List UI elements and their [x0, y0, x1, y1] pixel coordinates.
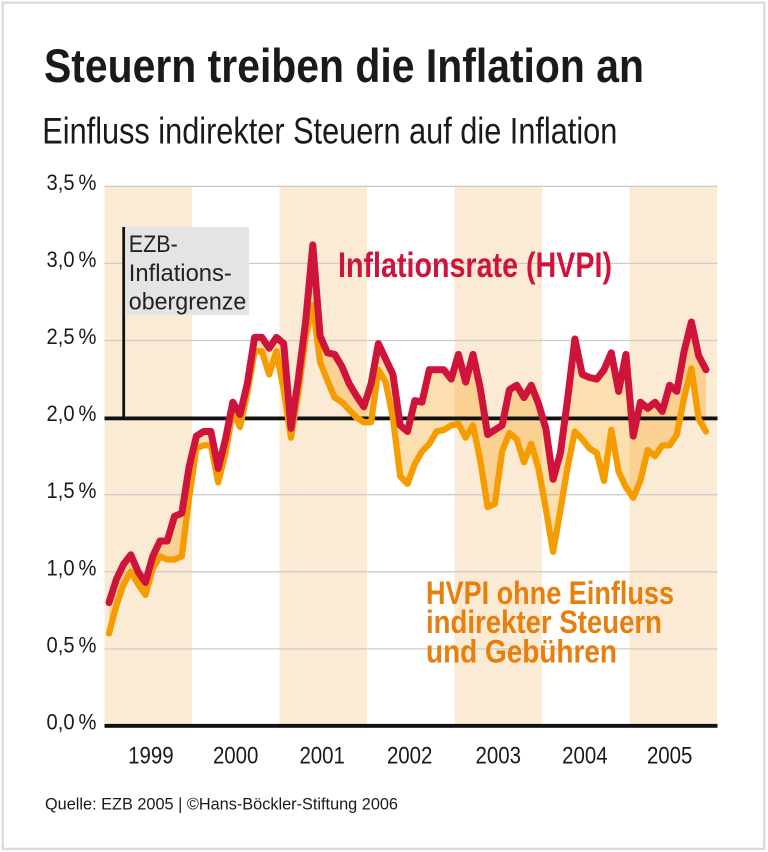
svg-text:2001: 2001	[299, 742, 345, 769]
svg-text:EZB-: EZB-	[129, 231, 178, 258]
svg-text:HVPI ohne Einfluss: HVPI ohne Einfluss	[426, 575, 674, 611]
svg-text:Inflationsrate (HVPI): Inflationsrate (HVPI)	[338, 246, 612, 285]
svg-text:2000: 2000	[213, 742, 259, 769]
svg-text:1,0 %: 1,0 %	[47, 555, 97, 580]
svg-text:Steuern treiben die Inflation: Steuern treiben die Inflation an	[44, 39, 644, 92]
svg-text:1999: 1999	[128, 742, 174, 769]
svg-text:2003: 2003	[476, 742, 522, 769]
svg-text:und Gebühren: und Gebühren	[426, 633, 617, 669]
svg-text:0,5 %: 0,5 %	[47, 632, 97, 657]
svg-text:2,0 %: 2,0 %	[47, 401, 97, 426]
svg-text:2,5 %: 2,5 %	[47, 324, 97, 349]
svg-text:2002: 2002	[387, 742, 433, 769]
svg-text:2004: 2004	[562, 742, 608, 769]
svg-text:indirekter Steuern: indirekter Steuern	[426, 604, 662, 640]
svg-text:0,0 %: 0,0 %	[47, 710, 97, 735]
svg-text:3,0 %: 3,0 %	[47, 247, 97, 272]
svg-text:Einfluss indirekter Steuern au: Einfluss indirekter Steuern auf die Infl…	[42, 110, 617, 151]
svg-text:3,5 %: 3,5 %	[47, 170, 97, 195]
svg-text:obergrenze: obergrenze	[129, 289, 247, 316]
svg-text:Quelle: EZB 2005 | ©Hans-Böckl: Quelle: EZB 2005 | ©Hans-Böckler-Stiftun…	[45, 794, 398, 813]
svg-text:2005: 2005	[647, 742, 693, 769]
svg-text:1,5 %: 1,5 %	[47, 478, 97, 503]
svg-text:Inflations-: Inflations-	[129, 260, 232, 287]
